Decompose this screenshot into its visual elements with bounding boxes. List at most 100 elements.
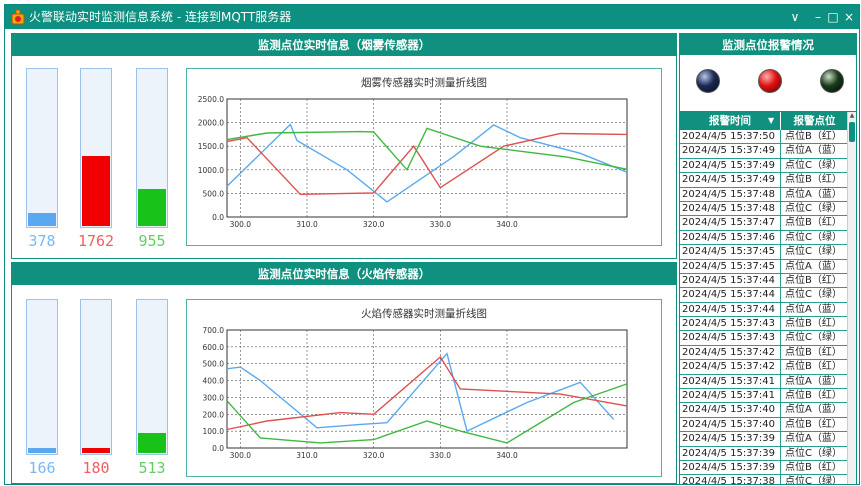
x-tick-label: 300.0	[230, 451, 252, 460]
table-row[interactable]: 2024/4/5 15:37:47 点位B（红）	[680, 216, 848, 231]
y-tick-label: 700.0	[203, 326, 225, 335]
alarm-time-cell: 2024/4/5 15:37:44	[682, 274, 776, 286]
series-line-3	[226, 383, 628, 444]
close-button[interactable]: ×	[843, 10, 855, 24]
alarm-time-cell: 2024/4/5 15:37:41	[682, 390, 776, 402]
table-row[interactable]: 2024/4/5 15:37:40 点位A（蓝）	[680, 403, 848, 418]
y-tick-label: 500.0	[203, 360, 225, 369]
y-tick-label: 100.0	[203, 427, 225, 436]
alarm-point-cell: 点位C（绿）	[780, 245, 848, 260]
alarm-time-cell: 2024/4/5 15:37:43	[682, 332, 776, 344]
alarm-time-cell: 2024/4/5 15:37:41	[682, 375, 776, 387]
x-tick-label: 310.0	[296, 451, 318, 460]
flame-line-chart: 0.0 100.0 200.0 300.0 400.0 500.0 600.0 700.0 30…	[203, 326, 628, 460]
table-row[interactable]: 2024/4/5 15:37:48 点位C（绿）	[680, 201, 848, 217]
table-row[interactable]: 2024/4/5 15:37:44 点位C（绿）	[680, 288, 848, 303]
table-row[interactable]: 2024/4/5 15:37:45 点位C（绿）	[680, 245, 848, 260]
alarm-point-cell: 点位C（绿）	[780, 158, 848, 173]
x-tick-label: 340.0	[496, 220, 518, 229]
alarm-time-cell: 2024/4/5 15:37:49	[682, 145, 776, 157]
scrollbar-thumb[interactable]	[849, 122, 855, 142]
app-window: 火警联动实时监测信息系统 - 连接到MQTT服务器 ∨ – □ × 监测点位实时…	[4, 4, 860, 485]
table-row[interactable]: 2024/4/5 15:37:42 点位B（红）	[680, 345, 848, 361]
series-line-1	[226, 352, 615, 433]
table-row[interactable]: 2024/4/5 15:37:44 点位B（红）	[680, 273, 848, 289]
x-tick-label: 320.0	[363, 220, 385, 229]
alarm-time-cell: 2024/4/5 15:37:44	[682, 303, 776, 315]
smoke-chart-title: 烟雾传感器实时测量折线图	[361, 77, 487, 89]
x-tick-label: 340.0	[496, 451, 518, 460]
table-row[interactable]: 2024/4/5 15:37:38 点位C（绿）	[680, 475, 848, 485]
alarm-table: 报警时间 ▼ 报警点位 2024/4/5 15:37:50 点位B（红） 2024/…	[679, 111, 857, 485]
alarm-point-cell: 点位C（绿）	[780, 446, 848, 461]
alarm-time-cell: 2024/4/5 15:37:40	[682, 404, 776, 416]
series-line-2	[226, 132, 628, 196]
table-row[interactable]: 2024/4/5 15:37:39 点位C（绿）	[680, 446, 848, 461]
table-row[interactable]: 2024/4/5 15:37:40 点位B（红）	[680, 417, 848, 433]
smoke-line-chart: 0.0 500.0 1000.0 1500.0 2000.0 2500.0 300.0 310…	[198, 95, 628, 229]
flame-gauge-2	[80, 299, 112, 455]
y-tick-label: 500.0	[203, 189, 225, 198]
table-row[interactable]: 2024/4/5 15:37:49 点位A（蓝）	[680, 144, 848, 159]
table-row[interactable]: 2024/4/5 15:37:41 点位A（蓝）	[680, 374, 848, 390]
alarm-point-cell: 点位B（红）	[780, 173, 848, 188]
table-row[interactable]: 2024/4/5 15:37:43 点位C（绿）	[680, 331, 848, 346]
table-scrollbar[interactable]: ▲	[847, 112, 856, 484]
flame-chart: 火焰传感器实时测量折线图 0.0 100.0 200.0 300.0 400.0 500.…	[186, 299, 662, 477]
y-tick-label: 1000.0	[198, 166, 224, 175]
alarm-point-cell: 点位C（绿）	[780, 230, 848, 245]
y-tick-label: 1500.0	[198, 142, 224, 151]
series-line-3	[226, 127, 628, 172]
flame-gauge-value-3: 513	[138, 459, 166, 477]
alarm-point-cell: 点位C（绿）	[780, 475, 848, 484]
column-alarm-time[interactable]: 报警时间	[709, 115, 751, 127]
alarm-time-cell: 2024/4/5 15:37:48	[682, 202, 776, 214]
x-tick-label: 300.0	[230, 220, 252, 229]
plot-area	[226, 98, 628, 218]
alarm-point-cell: 点位A（蓝）	[780, 259, 848, 274]
plot-area	[226, 329, 628, 449]
alarm-time-cell: 2024/4/5 15:37:38	[682, 476, 776, 485]
smoke-gauge-value-2: 1762	[77, 232, 115, 250]
table-row[interactable]: 2024/4/5 15:37:42 点位B（红）	[680, 360, 848, 375]
table-row[interactable]: 2024/4/5 15:37:46 点位C（绿）	[680, 230, 848, 246]
alarm-point-cell: 点位A（蓝）	[780, 144, 848, 159]
table-row[interactable]: 2024/4/5 15:37:49 点位B（红）	[680, 173, 848, 188]
table-row[interactable]: 2024/4/5 15:37:39 点位A（蓝）	[680, 432, 848, 447]
alarm-time-cell: 2024/4/5 15:37:44	[682, 289, 776, 301]
table-row[interactable]: 2024/4/5 15:37:39 点位B（红）	[680, 460, 848, 476]
smoke-gauge-fill-1	[28, 213, 56, 226]
table-row[interactable]: 2024/4/5 15:37:45 点位A（蓝）	[680, 259, 848, 274]
table-row[interactable]: 2024/4/5 15:37:44 点位A（蓝）	[680, 302, 848, 318]
flame-panel-header: 监测点位实时信息（火焰传感器）	[12, 263, 676, 285]
y-tick-label: 400.0	[203, 377, 225, 386]
alarm-point-cell: 点位B（红）	[780, 273, 848, 288]
alarm-point-cell: 点位B（红）	[780, 417, 848, 432]
maximize-button[interactable]: □	[827, 10, 839, 24]
alarm-point-cell: 点位A（蓝）	[780, 403, 848, 418]
y-tick-label: 200.0	[203, 410, 225, 419]
sort-chevron-icon[interactable]: ▼	[768, 116, 775, 125]
alarm-time-cell: 2024/4/5 15:37:42	[682, 361, 776, 373]
minimize-button[interactable]: –	[815, 10, 821, 24]
table-row[interactable]: 2024/4/5 15:37:50 点位B（红）	[680, 130, 848, 145]
alarm-time-cell: 2024/4/5 15:37:39	[682, 461, 776, 473]
table-row[interactable]: 2024/4/5 15:37:48 点位A（蓝）	[680, 187, 848, 202]
scroll-up-icon[interactable]: ▲	[849, 112, 855, 119]
alarm-table-header: 报警时间 ▼ 报警点位	[680, 112, 848, 130]
x-tick-label: 330.0	[430, 220, 452, 229]
table-row[interactable]: 2024/4/5 15:37:41 点位B（红）	[680, 389, 848, 404]
x-tick-label: 330.0	[430, 451, 452, 460]
column-alarm-point[interactable]: 报警点位	[780, 112, 848, 130]
alarm-point-cell: 点位A（蓝）	[780, 432, 848, 447]
table-row[interactable]: 2024/4/5 15:37:49 点位C（绿）	[680, 158, 848, 174]
smoke-gauge-fill-3	[138, 189, 166, 226]
menu-dropdown-button[interactable]: ∨	[790, 10, 800, 24]
alarm-time-cell: 2024/4/5 15:37:47	[682, 217, 776, 229]
flame-gauge-value-2: 180	[82, 459, 110, 477]
table-row[interactable]: 2024/4/5 15:37:43 点位B（红）	[680, 317, 848, 332]
y-tick-label: 600.0	[203, 343, 225, 352]
x-tick-label: 310.0	[296, 220, 318, 229]
alarm-point-cell: 点位C（绿）	[780, 331, 848, 346]
alarm-time-cell: 2024/4/5 15:37:49	[682, 174, 776, 186]
